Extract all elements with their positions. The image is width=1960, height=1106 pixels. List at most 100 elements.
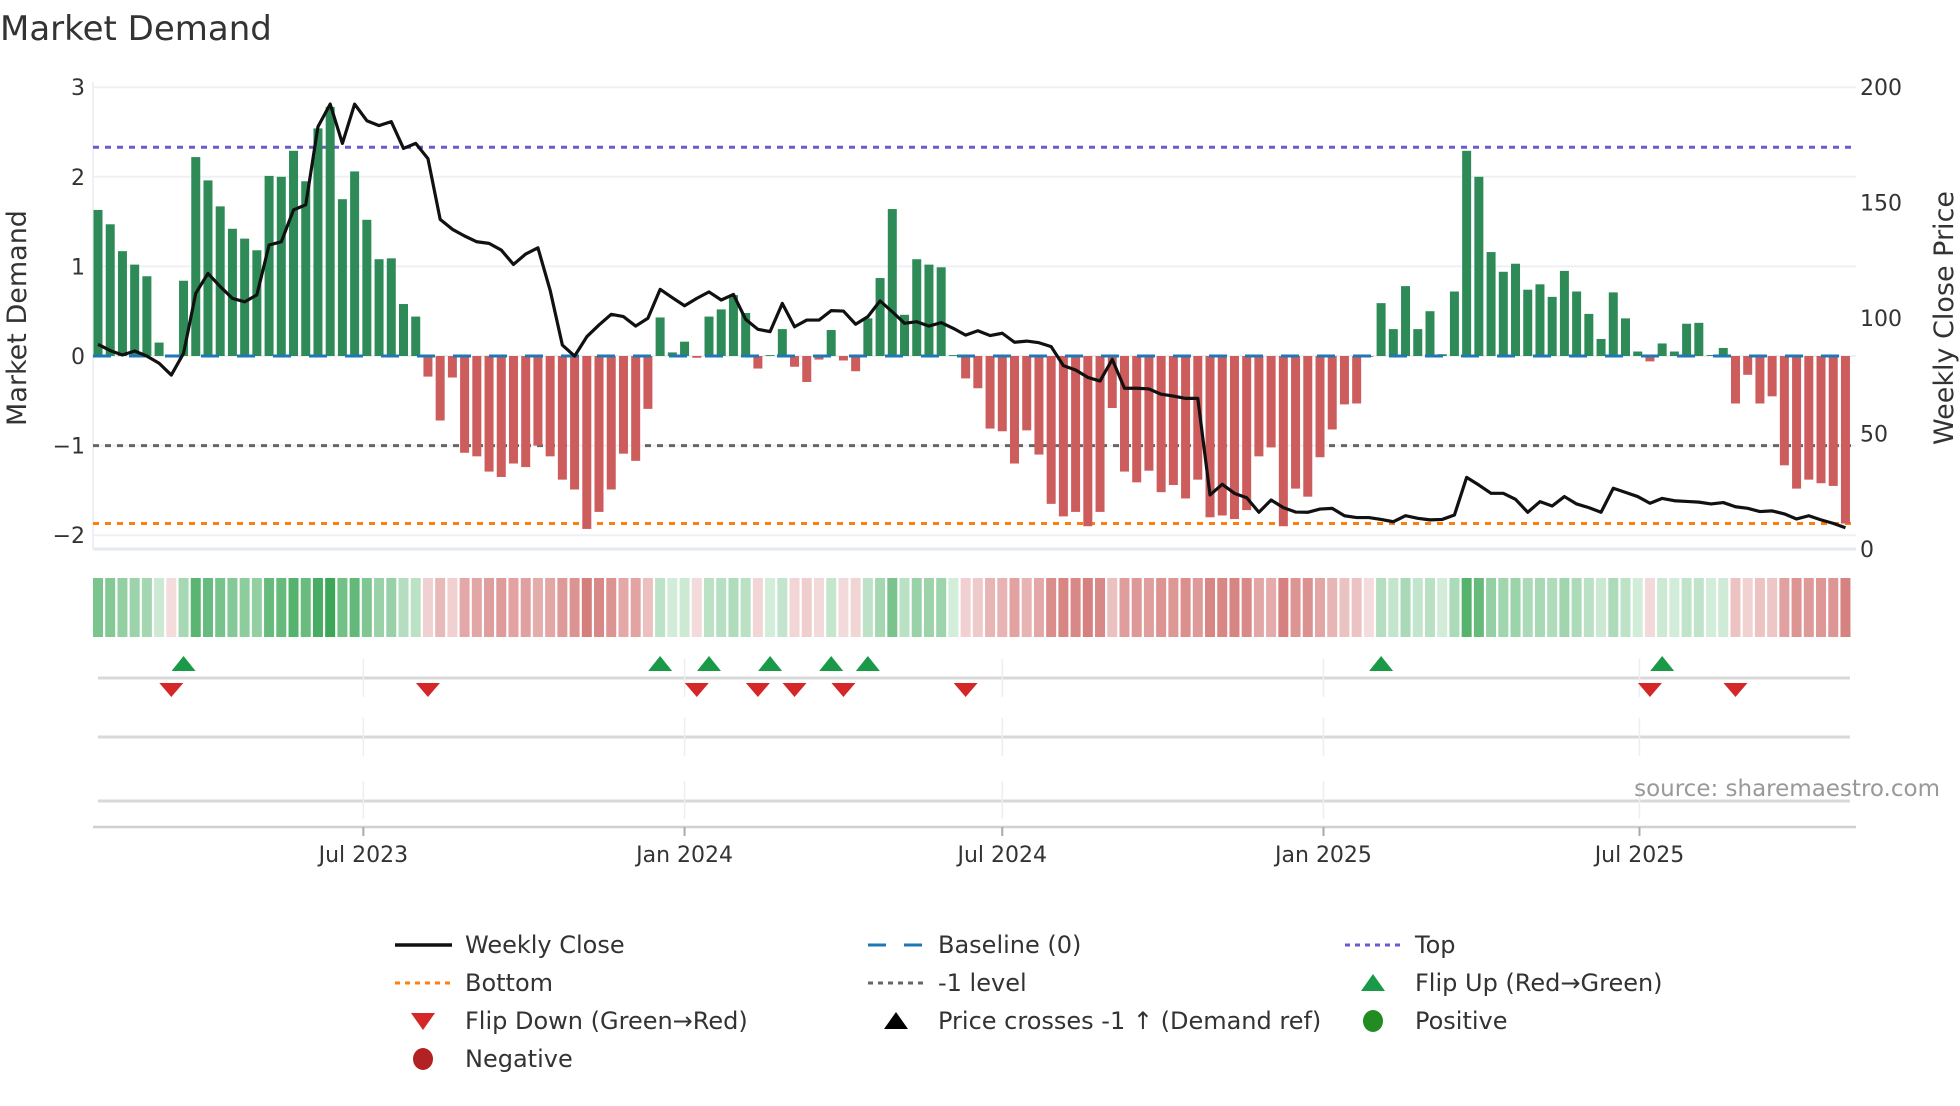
demand-bar — [1511, 263, 1521, 356]
left-tick-label: 0 — [71, 345, 85, 370]
heatmap-cell — [850, 578, 861, 637]
right-tick-label: 200 — [1860, 76, 1902, 101]
left-tick-label: 1 — [71, 255, 85, 280]
legend-item: Flip Up (Red→Green) — [1361, 969, 1663, 997]
demand-bar — [667, 352, 677, 356]
demand-bar — [838, 356, 848, 361]
demand-bar — [179, 280, 189, 356]
demand-bar — [997, 356, 1007, 432]
heatmap-cell — [569, 578, 580, 637]
flip-down-marker — [684, 683, 709, 697]
legend-label: Flip Up (Red→Green) — [1415, 969, 1663, 997]
demand-bar — [1144, 356, 1154, 471]
heatmap-cell — [826, 578, 837, 637]
triangle-down-icon — [411, 1013, 435, 1030]
heatmap-cell — [1816, 578, 1827, 637]
demand-bar — [594, 356, 604, 512]
heatmap-cell — [1033, 578, 1044, 637]
heatmap-cell — [105, 578, 116, 637]
left-axis-title: Market Demand — [2, 210, 33, 426]
legend-label: -1 level — [938, 969, 1027, 997]
demand-bar — [1767, 356, 1777, 397]
demand-bar — [1278, 356, 1288, 527]
demand-bar — [985, 356, 995, 429]
flip-up-marker — [855, 656, 880, 671]
heatmap-cell — [936, 578, 947, 637]
heatmap-cell — [1363, 578, 1374, 637]
demand-bar — [1193, 356, 1203, 480]
demand-bar — [1474, 176, 1484, 356]
demand-bar — [1132, 356, 1142, 483]
heatmap-cell — [496, 578, 507, 637]
left-axis-ticks: 3 2 1 0 −1 −2 — [53, 76, 85, 549]
heatmap-cell — [594, 578, 605, 637]
demand-bar — [1291, 356, 1301, 489]
demand-bar — [1804, 356, 1814, 480]
heatmap-cell — [948, 578, 959, 637]
flip-down-marker — [953, 683, 978, 697]
demand-bar — [1242, 356, 1252, 511]
x-tick-label: Jul 2023 — [317, 843, 409, 868]
heatmap-cell — [447, 578, 458, 637]
legend-item: Negative — [413, 1045, 573, 1073]
heatmap-cell — [862, 578, 873, 637]
heatmap-cell — [239, 578, 250, 637]
source-label: source: sharemaestro.com — [1634, 776, 1940, 802]
heatmap-cell — [1400, 578, 1411, 637]
legend-label: Bottom — [465, 969, 553, 997]
heatmap-cell — [276, 578, 287, 637]
x-tick-label: Jul 2025 — [1593, 843, 1685, 868]
demand-bar — [1462, 150, 1472, 356]
heatmap-cell — [960, 578, 971, 637]
heatmap-cell — [691, 578, 702, 637]
demand-bar — [1376, 303, 1386, 356]
heatmap-cell — [1412, 578, 1423, 637]
demand-bar — [154, 342, 164, 356]
heatmap-cell — [1486, 578, 1497, 637]
demand-bar — [606, 356, 616, 490]
weekly-close-series — [97, 102, 1847, 530]
legend-item: Bottom — [395, 969, 553, 997]
heatmap-cell — [887, 578, 898, 637]
heatmap-cell — [154, 578, 165, 637]
demand-bar — [301, 181, 311, 356]
heatmap-cell — [997, 578, 1008, 637]
right-tick-label: 100 — [1860, 307, 1902, 332]
demand-bar — [1254, 356, 1264, 457]
heatmap-cell — [1192, 578, 1203, 637]
demand-bar — [1572, 291, 1582, 356]
x-tick-label: Jul 2024 — [956, 843, 1048, 868]
heatmap-cell — [1718, 578, 1729, 637]
legend-label: Weekly Close — [465, 931, 625, 959]
demand-bar — [961, 356, 971, 379]
heatmap-cell — [1449, 578, 1460, 637]
heatmap-cell — [1315, 578, 1325, 637]
demand-bar — [215, 206, 225, 356]
demand-bar — [484, 356, 494, 472]
legend-item: Price crosses -1 ↑ (Demand ref) — [884, 1007, 1321, 1035]
demand-bar — [777, 329, 787, 356]
demand-bar — [1706, 355, 1716, 356]
demand-bar — [1523, 289, 1533, 356]
heatmap-cell — [1730, 578, 1741, 637]
signal-rows — [98, 659, 1850, 819]
heatmap-cell — [1620, 578, 1631, 637]
demand-bar — [643, 356, 653, 409]
heatmap-cell — [1608, 578, 1619, 637]
heatmap-cell — [1217, 578, 1228, 637]
demand-bar — [1730, 356, 1740, 404]
reference-lines — [93, 145, 1856, 526]
right-axis-ticks: 200 150 100 50 0 — [1860, 76, 1902, 563]
heatmap-cell — [1547, 578, 1558, 637]
heatmap-cell — [1266, 578, 1277, 637]
demand-bar — [1010, 356, 1019, 464]
heatmap-cell — [911, 578, 922, 637]
demand-bar — [826, 330, 836, 356]
flip-down-marker — [1723, 683, 1748, 697]
heatmap-cell — [1095, 578, 1106, 637]
heatmap-cell — [789, 578, 800, 637]
heatmap-cell — [1290, 578, 1301, 637]
demand-bar — [1657, 343, 1667, 356]
heatmap-cell — [1058, 578, 1069, 637]
legend-item: Flip Down (Green→Red) — [411, 1007, 748, 1035]
